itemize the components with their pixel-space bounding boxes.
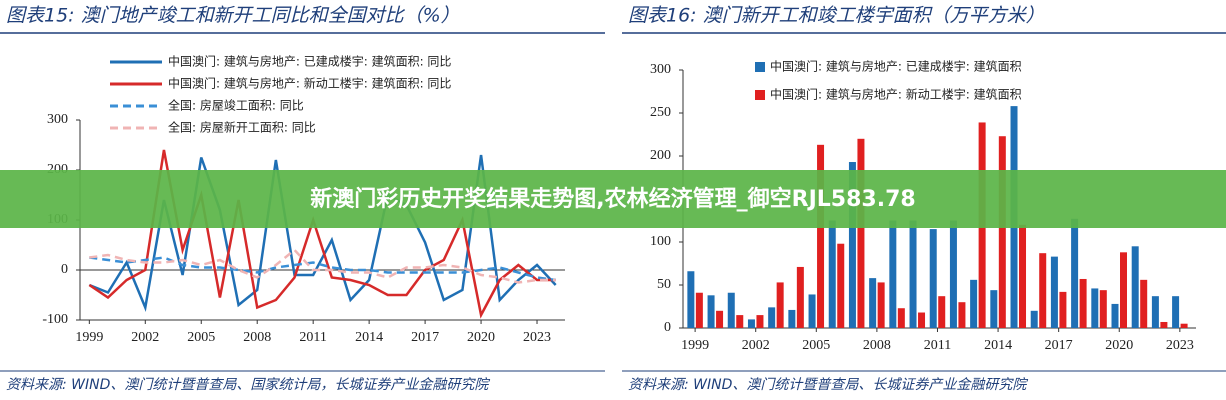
bar bbox=[949, 220, 957, 328]
bar bbox=[707, 295, 715, 328]
x-tick-label: 2005 bbox=[187, 330, 215, 345]
bar bbox=[796, 266, 804, 328]
bar bbox=[1071, 218, 1079, 328]
bar bbox=[1050, 256, 1058, 328]
x-tick-label: 2008 bbox=[863, 338, 891, 353]
legend-swatch bbox=[755, 62, 765, 72]
bar bbox=[869, 278, 877, 328]
y-tick-label: 0 bbox=[664, 320, 671, 335]
banner-text: 新澳门彩历史开奖结果走势图,农林经济管理_御空RJL583.78 bbox=[310, 186, 915, 212]
x-tick-label: 1999 bbox=[75, 330, 103, 345]
legend-label: 中国澳门: 建筑与房地产: 已建成楼宇: 建筑面积: 同比 bbox=[168, 54, 451, 69]
bar bbox=[695, 292, 703, 328]
bar bbox=[1151, 296, 1159, 328]
bar bbox=[1160, 321, 1168, 328]
legend-label: 中国澳门: 建筑与房地产: 新动工楼宇: 建筑面积: 同比 bbox=[168, 76, 451, 91]
x-tick-label: 2008 bbox=[243, 330, 271, 345]
bar bbox=[1180, 323, 1188, 328]
bar bbox=[1030, 310, 1038, 328]
bar bbox=[736, 315, 744, 328]
bar bbox=[929, 229, 937, 328]
bar bbox=[1172, 296, 1180, 328]
bar bbox=[727, 292, 735, 328]
legend-swatch bbox=[755, 90, 765, 100]
bar bbox=[877, 282, 885, 328]
bar bbox=[776, 282, 784, 328]
bar bbox=[998, 136, 1006, 328]
bar bbox=[1140, 279, 1148, 328]
source: 资料来源: WIND、澳门统计暨普查局、国家统计局，长城证券产业金融研究院 bbox=[6, 377, 490, 393]
x-tick-label: 2023 bbox=[1166, 338, 1194, 353]
bar bbox=[817, 144, 825, 328]
bar bbox=[828, 220, 836, 328]
banner bbox=[0, 170, 1226, 228]
y-tick-label: 50 bbox=[657, 277, 671, 292]
bar bbox=[990, 290, 998, 328]
chart-title: 图表15: 澳门地产竣工和新开工同比和全国对比（%） bbox=[6, 5, 460, 27]
x-tick-label: 2002 bbox=[742, 338, 770, 353]
y-tick-label: 100 bbox=[650, 234, 671, 249]
x-tick-label: 2014 bbox=[984, 338, 1012, 353]
bar bbox=[848, 162, 856, 328]
x-tick-label: 2020 bbox=[1105, 338, 1133, 353]
bar bbox=[808, 294, 816, 328]
x-tick-label: 2017 bbox=[1045, 338, 1073, 353]
bar bbox=[716, 310, 724, 328]
bar bbox=[1091, 288, 1099, 328]
x-tick-label: 2002 bbox=[131, 330, 159, 345]
bar bbox=[958, 302, 966, 328]
bar bbox=[1019, 224, 1027, 328]
bar bbox=[837, 243, 845, 328]
legend-label: 全国: 房屋新开工面积: 同比 bbox=[168, 120, 316, 135]
bar bbox=[909, 220, 917, 328]
line-series bbox=[89, 256, 556, 282]
y-tick-label: 200 bbox=[650, 148, 671, 163]
bar bbox=[756, 315, 764, 328]
line-series bbox=[89, 248, 556, 284]
y-tick-label: -100 bbox=[42, 312, 68, 327]
bar bbox=[1111, 303, 1119, 328]
y-tick-label: 0 bbox=[61, 262, 68, 277]
source: 资料来源: WIND、澳门统计暨普查局、长城证券产业金融研究院 bbox=[628, 377, 1028, 393]
bar bbox=[788, 309, 796, 328]
x-tick-label: 2011 bbox=[299, 330, 326, 345]
bar bbox=[938, 296, 946, 328]
legend-label: 中国澳门: 建筑与房地产: 已建成楼宇: 建筑面积 bbox=[770, 59, 1022, 74]
bar bbox=[1099, 290, 1107, 328]
y-tick-label: 250 bbox=[650, 105, 671, 120]
legend-label: 全国: 房屋竣工面积: 同比 bbox=[168, 98, 304, 113]
chart-title: 图表16: 澳门新开工和竣工楼宇面积（万平方米） bbox=[628, 5, 1045, 27]
x-tick-label: 2020 bbox=[467, 330, 495, 345]
bar bbox=[768, 307, 776, 328]
y-tick-label: 300 bbox=[47, 112, 68, 127]
y-tick-label: 300 bbox=[650, 62, 671, 77]
bar bbox=[687, 271, 695, 328]
bar bbox=[970, 279, 978, 328]
x-tick-label: 2005 bbox=[802, 338, 830, 353]
bar bbox=[1059, 291, 1067, 328]
bar bbox=[857, 138, 865, 328]
bar bbox=[1079, 278, 1087, 328]
x-tick-label: 2023 bbox=[523, 330, 551, 345]
x-tick-label: 2011 bbox=[924, 338, 951, 353]
bar bbox=[1131, 246, 1139, 328]
legend-label: 中国澳门: 建筑与房地产: 新动工楼宇: 建筑面积 bbox=[770, 87, 1022, 102]
bar bbox=[889, 220, 897, 328]
line-series bbox=[88, 149, 556, 319]
bar bbox=[918, 312, 926, 328]
bar bbox=[1039, 253, 1047, 328]
bar bbox=[747, 319, 755, 328]
bar bbox=[897, 308, 905, 328]
x-tick-label: 1999 bbox=[681, 338, 709, 353]
x-tick-label: 2014 bbox=[355, 330, 383, 345]
x-tick-label: 2017 bbox=[411, 330, 439, 345]
bar bbox=[1120, 252, 1128, 328]
